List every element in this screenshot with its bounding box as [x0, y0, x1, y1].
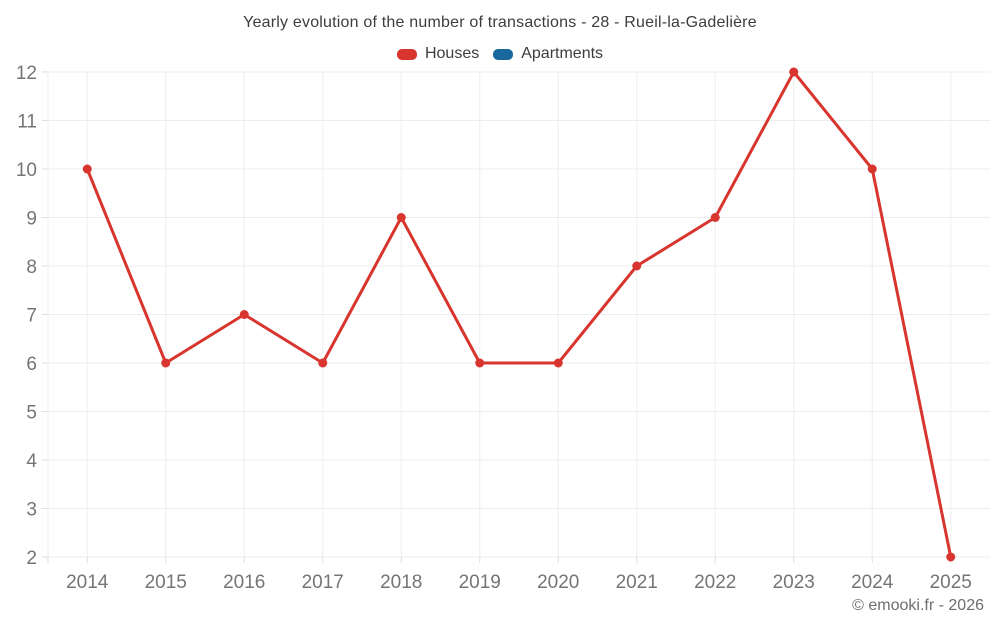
y-axis-label: 9: [26, 209, 37, 230]
x-axis-label: 2018: [380, 572, 422, 593]
x-axis-label: 2021: [616, 572, 658, 593]
x-axis-label: 2014: [66, 572, 109, 593]
y-axis-label: 2: [26, 548, 37, 569]
y-axis-label: 12: [16, 63, 37, 84]
y-axis-label: 7: [26, 306, 37, 327]
x-axis-label: 2016: [223, 572, 265, 593]
houses-point-2019[interactable]: [475, 358, 485, 368]
x-axis-label: 2019: [459, 572, 501, 593]
houses-point-2014[interactable]: [82, 164, 92, 174]
legend-label-apartments: Apartments: [521, 45, 604, 62]
chart-title: Yearly evolution of the number of transa…: [243, 14, 757, 31]
houses-point-2021[interactable]: [632, 261, 642, 271]
y-axis-label: 5: [26, 403, 37, 424]
x-axis-label: 2025: [930, 572, 972, 593]
houses-point-2020[interactable]: [553, 358, 563, 368]
houses-point-2016[interactable]: [239, 310, 249, 319]
x-axis-label: 2024: [851, 572, 894, 593]
legend-label-houses: Houses: [424, 45, 480, 62]
y-axis-label: 10: [16, 160, 37, 181]
houses-point-2024[interactable]: [867, 164, 877, 174]
footer-credit: © emooki.fr - 2026: [852, 597, 984, 614]
legend-item-houses[interactable]: Houses: [396, 45, 480, 63]
x-axis-label: 2023: [773, 572, 815, 593]
houses-point-2023[interactable]: [789, 67, 799, 77]
legend: Houses Apartments: [0, 45, 1000, 63]
y-axis-label: 6: [26, 354, 37, 375]
houses-point-2022[interactable]: [710, 213, 720, 222]
legend-item-apartments[interactable]: Apartments: [493, 45, 603, 63]
x-axis-label: 2015: [145, 572, 187, 593]
x-axis-label: 2017: [302, 572, 344, 593]
houses-series-swatch-icon: [396, 48, 417, 60]
houses-point-2018[interactable]: [396, 213, 406, 222]
x-axis-label: 2020: [537, 572, 579, 593]
houses-point-2017[interactable]: [318, 358, 328, 368]
houses-point-2015[interactable]: [161, 358, 171, 368]
y-axis-label: 8: [26, 257, 37, 278]
y-axis-label: 4: [26, 451, 37, 472]
x-axis-label: 2022: [694, 572, 736, 593]
y-axis-label: 11: [17, 112, 37, 133]
y-axis-label: 3: [26, 500, 37, 521]
apartments-series-swatch-icon: [493, 48, 514, 60]
houses-line: [85, 70, 953, 559]
houses-point-2025[interactable]: [946, 552, 956, 562]
